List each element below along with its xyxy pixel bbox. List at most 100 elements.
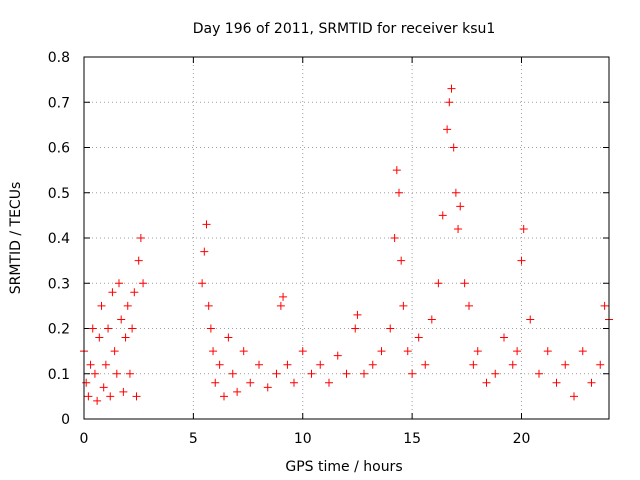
data-point <box>552 378 561 387</box>
data-point <box>298 347 307 356</box>
y-tick-label: 0 <box>61 412 70 428</box>
y-tick-label: 0.5 <box>48 186 70 202</box>
data-point <box>99 383 108 392</box>
data-point <box>130 288 139 297</box>
y-tick-label: 0.4 <box>48 231 70 247</box>
data-point <box>399 301 408 310</box>
data-point <box>128 324 137 333</box>
data-point <box>386 324 395 333</box>
data-point <box>246 378 255 387</box>
data-point <box>449 143 458 152</box>
data-point <box>473 347 482 356</box>
data-point <box>119 387 128 396</box>
data-point <box>276 301 285 310</box>
data-point <box>95 333 104 342</box>
data-point <box>134 256 143 265</box>
x-axis-label: GPS time / hours <box>285 459 402 475</box>
data-point <box>491 369 500 378</box>
data-point <box>482 378 491 387</box>
data-point <box>397 256 406 265</box>
y-axis: 0 0.1 0.2 0.3 0.4 0.5 0.6 0.7 0.8 <box>48 50 609 428</box>
data-point <box>578 347 587 356</box>
data-point <box>500 333 508 342</box>
data-point <box>136 234 145 242</box>
data-point <box>211 378 220 387</box>
data-point <box>368 360 377 369</box>
data-point <box>112 369 121 378</box>
data-point <box>93 396 102 405</box>
x-tick-label: 20 <box>513 431 531 447</box>
data-point <box>445 98 454 107</box>
data-point <box>519 224 528 233</box>
data-point <box>206 324 215 333</box>
data-point <box>82 378 91 387</box>
data-point <box>290 378 298 387</box>
data-point <box>239 347 248 356</box>
data-point <box>443 125 452 134</box>
x-tick-label: 10 <box>294 431 312 447</box>
data-point <box>108 288 117 297</box>
data-point <box>84 392 93 401</box>
data-point <box>421 360 430 369</box>
data-point <box>123 301 132 310</box>
data-point <box>543 347 552 356</box>
data-point <box>279 292 288 301</box>
data-point <box>353 310 362 319</box>
data-point <box>204 301 213 310</box>
data-point <box>90 369 99 378</box>
data-point <box>587 378 596 387</box>
data-point <box>283 360 292 369</box>
data-point <box>351 324 360 333</box>
data-point <box>200 247 209 256</box>
data-point <box>132 392 141 401</box>
data-point <box>570 392 578 401</box>
data-point <box>255 360 263 369</box>
data-point <box>526 315 535 324</box>
y-tick-label: 0.3 <box>48 276 70 292</box>
data-point <box>97 301 106 310</box>
data-point <box>508 360 517 369</box>
data-point <box>209 347 218 356</box>
data-point <box>517 256 526 265</box>
x-tick-label: 5 <box>189 431 198 447</box>
data-point <box>342 369 351 378</box>
data-point <box>88 324 97 333</box>
data-point <box>460 279 469 288</box>
x-tick-label: 0 <box>80 431 89 447</box>
data-point <box>233 387 242 396</box>
data-point <box>390 234 399 242</box>
data-point <box>434 279 443 288</box>
y-tick-label: 0.1 <box>48 367 70 383</box>
data-point <box>86 360 95 369</box>
data-point <box>198 279 207 288</box>
data-point <box>465 301 473 310</box>
y-tick-label: 0.8 <box>48 50 70 66</box>
data-point <box>596 360 605 369</box>
data-point <box>316 360 325 369</box>
y-tick-label: 0.6 <box>48 141 70 157</box>
data-point <box>451 188 460 197</box>
data-point <box>360 369 368 378</box>
data-point <box>456 202 465 211</box>
data-point <box>513 347 522 356</box>
data-point <box>454 224 463 233</box>
data-point <box>115 279 123 288</box>
data-point <box>228 369 237 378</box>
data-point <box>408 369 417 378</box>
data-point <box>469 360 478 369</box>
data-point <box>438 211 447 220</box>
data-point <box>121 333 130 342</box>
data-point <box>224 333 233 342</box>
data-point <box>600 301 609 310</box>
data-point <box>414 333 423 342</box>
data-point <box>106 392 115 401</box>
data-point <box>392 166 401 175</box>
data-point <box>395 188 403 197</box>
y-axis-label: SRMTID / TECUs <box>8 182 24 295</box>
plot-frame <box>83 56 610 420</box>
data-point <box>101 360 110 369</box>
data-point <box>220 392 228 401</box>
data-point <box>325 378 333 387</box>
x-tick-label: 15 <box>403 431 421 447</box>
